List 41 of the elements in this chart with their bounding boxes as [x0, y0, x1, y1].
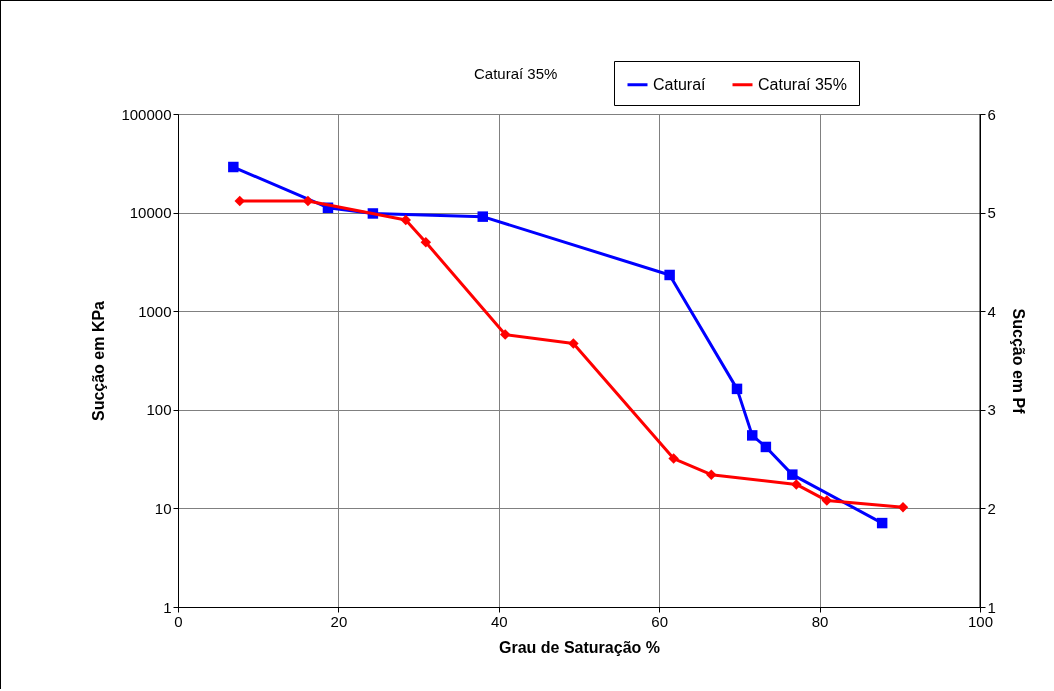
y-tick-label: 1: [163, 598, 172, 616]
legend-label: Caturaí: [653, 75, 707, 93]
text: Caturaí 35%: [474, 65, 558, 82]
y-tick-label: 100000: [121, 105, 172, 123]
point: [228, 161, 239, 173]
legend-label: Caturaí 35%: [758, 75, 847, 93]
point: [876, 517, 888, 529]
point: [897, 501, 909, 513]
y2-tick-label: 4: [987, 302, 996, 320]
point: [746, 430, 758, 441]
point: [760, 441, 772, 453]
y-tick-label: 10: [154, 499, 172, 517]
y2-tick-label: 3: [987, 401, 996, 419]
point: [731, 383, 743, 395]
y2-tick-label: 6: [987, 105, 996, 123]
point: [400, 214, 412, 226]
y-tick-label: 10000: [129, 204, 172, 222]
x-tick-label: 0: [174, 612, 183, 630]
x-tick-label: 40: [490, 612, 508, 630]
point: [499, 329, 511, 340]
y-tick-label: 100: [146, 401, 172, 419]
point: [787, 469, 798, 480]
y-tick-label: 1000: [138, 302, 172, 320]
x-tick-label: 20: [330, 612, 348, 630]
y2-tick-label: 2: [987, 499, 996, 517]
point: [706, 469, 717, 480]
point: [664, 269, 675, 281]
point: [791, 479, 802, 490]
point: [234, 195, 245, 207]
point: [302, 195, 314, 207]
point: [821, 495, 833, 506]
point: [420, 237, 432, 248]
y-axis-title: Sucção em KPa: [90, 300, 108, 422]
y2-axis-title: Sucção em Pf: [1009, 308, 1027, 415]
point: [477, 211, 488, 222]
x-tick-label: 60: [651, 612, 669, 630]
point: [668, 453, 679, 464]
x-tick-label: 80: [811, 612, 829, 630]
y2-tick-label: 5: [987, 204, 996, 222]
point: [568, 338, 579, 349]
x-axis-title: Grau de Saturação %: [499, 638, 660, 656]
